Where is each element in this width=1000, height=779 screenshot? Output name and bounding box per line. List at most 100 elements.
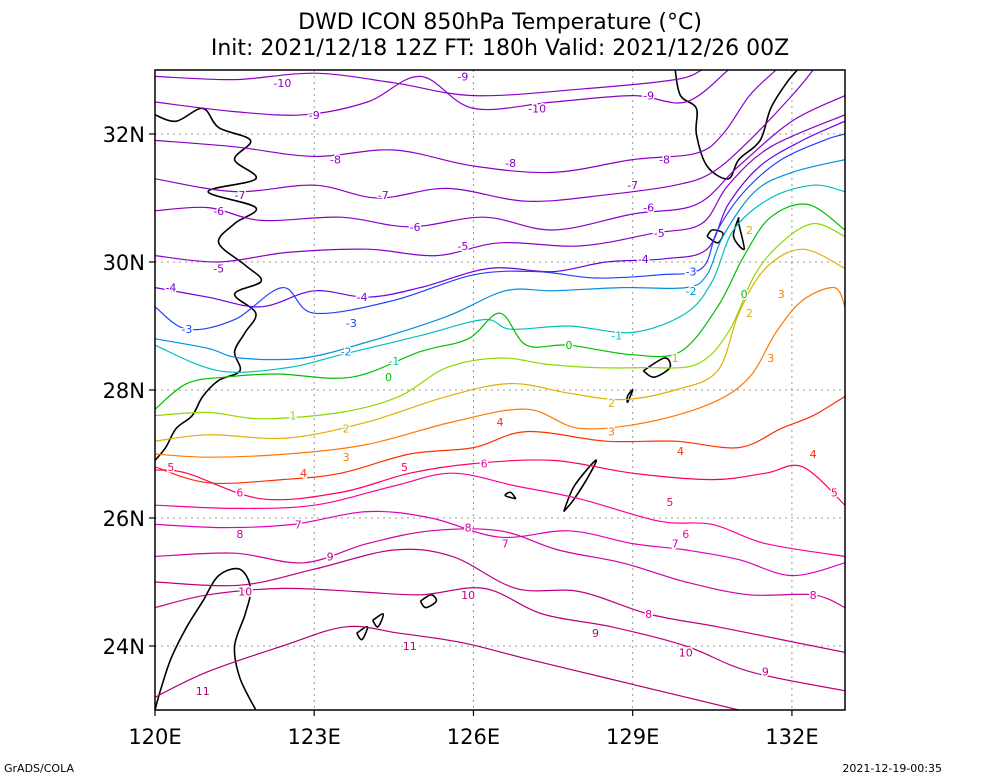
isotherm-line — [155, 587, 845, 692]
isotherm-label: -4 — [638, 253, 649, 266]
lon-tick-label: 126E — [447, 725, 500, 749]
axis-ticks: 120E 123E 126E 129E 132E 24N 26N 28N 30N 32N — [103, 123, 819, 749]
gridlines — [155, 70, 845, 710]
isotherm-label: 1 — [290, 410, 297, 423]
isotherm-label: 10 — [238, 586, 252, 599]
isotherm-line — [155, 286, 845, 458]
isotherm-label: -2 — [686, 285, 697, 298]
isotherm-label: -5 — [654, 227, 665, 240]
isotherm-label: -4 — [357, 291, 368, 304]
isotherm-line — [155, 70, 814, 202]
isotherm-label: 3 — [778, 288, 785, 301]
isotherm-line — [155, 159, 845, 361]
coastline — [155, 567, 257, 710]
lon-tick-label: 132E — [765, 725, 818, 749]
isotherm-line — [155, 528, 845, 609]
isotherm-line — [155, 548, 845, 653]
isotherm-label: 0 — [385, 371, 392, 384]
coastline — [419, 594, 438, 609]
isotherm-label: 9 — [327, 550, 334, 563]
isotherm-line — [155, 203, 845, 410]
isotherm-label: 4 — [677, 445, 684, 458]
isotherm-line — [155, 95, 845, 231]
isotherm-label: 3 — [343, 451, 350, 464]
isotherm-label: -7 — [627, 179, 638, 192]
isotherm-label: 2 — [608, 397, 615, 410]
generated-timestamp: 2021-12-19-00:35 — [842, 762, 942, 775]
coastlines — [155, 70, 798, 710]
lon-tick-label: 129E — [606, 725, 659, 749]
isotherm-label: -3 — [346, 317, 357, 330]
isotherm-line — [155, 459, 845, 506]
isotherm-label: 2 — [343, 422, 350, 435]
map-title: DWD ICON 850hPa Temperature (°C) — [298, 10, 702, 35]
isotherm-line — [155, 222, 845, 420]
software-credit: GrADS/COLA — [4, 762, 74, 775]
isotherm-label: 5 — [831, 486, 838, 499]
isotherm-label: -2 — [341, 346, 352, 359]
coastline — [155, 107, 263, 461]
isotherm-line — [155, 248, 845, 442]
lat-tick-label: 28N — [103, 379, 145, 403]
coastline — [674, 70, 798, 180]
isotherm-label: 11 — [196, 685, 210, 698]
isotherm-label: 4 — [300, 467, 307, 480]
lat-tick-label: 32N — [103, 123, 145, 147]
isotherm-line — [155, 395, 845, 485]
map-subtitle: Init: 2021/12/18 12Z FT: 180h Valid: 202… — [210, 36, 790, 61]
isotherm-label: 6 — [682, 528, 689, 541]
isotherm-label: -3 — [686, 266, 697, 279]
isotherm-line — [155, 133, 845, 331]
isotherm-label: 0 — [566, 339, 573, 352]
isotherm-label: 9 — [762, 666, 769, 679]
isotherm-line — [155, 625, 739, 710]
isotherm-label: 10 — [461, 589, 475, 602]
isotherm-label: 6 — [481, 458, 488, 471]
isotherm-line — [155, 70, 729, 116]
isotherm-label: 7 — [502, 538, 509, 551]
isotherm-label: -8 — [659, 154, 670, 167]
isotherm-label: 2 — [746, 224, 753, 237]
isotherm-label: 9 — [592, 627, 599, 640]
lat-tick-label: 26N — [103, 507, 145, 531]
coastline — [504, 491, 517, 500]
isotherm-label: 6 — [236, 486, 243, 499]
coastline — [706, 229, 724, 244]
lat-tick-label: 30N — [103, 251, 145, 275]
isotherm-label: 7 — [295, 518, 302, 531]
isotherm-label: 3 — [767, 352, 774, 365]
isotherm-label: -6 — [410, 221, 421, 234]
isotherm-label: 1 — [672, 352, 679, 365]
isotherm-label: -9 — [457, 70, 468, 83]
isotherm-line — [155, 114, 845, 263]
isotherm-label: -7 — [234, 189, 245, 202]
temperature-contours — [155, 70, 845, 710]
isotherm-label: 3 — [608, 426, 615, 439]
isotherm-label: 11 — [403, 640, 417, 653]
isotherm-label: -6 — [213, 205, 224, 218]
contour-labels: -10-10-9-9-9-8 -8 -8-7 -7-7-6-6-6-5-5-5-4-4… — [164, 70, 839, 699]
isotherm-label: 2 — [746, 307, 753, 320]
isotherm-label: 10 — [679, 646, 693, 659]
isotherm-label: 5 — [666, 496, 673, 509]
isotherm-label: -6 — [643, 202, 654, 215]
isotherm-label: 8 — [645, 608, 652, 621]
isotherm-label: 8 — [236, 528, 243, 541]
isotherm-label: -7 — [378, 189, 389, 202]
isotherm-label: 0 — [741, 288, 748, 301]
isotherm-line — [155, 70, 777, 174]
isotherm-label: -9 — [309, 109, 320, 122]
lat-tick-label: 24N — [103, 635, 145, 659]
coastline — [626, 389, 634, 404]
isotherm-label: -4 — [165, 282, 176, 295]
isotherm-label: -8 — [330, 154, 341, 167]
isotherm-label: 5 — [401, 461, 408, 474]
coastline — [562, 459, 598, 513]
isotherm-label: 8 — [465, 522, 472, 535]
isotherm-label: -1 — [611, 330, 622, 343]
isotherm-line — [155, 70, 702, 97]
coastline — [732, 216, 746, 251]
isotherm-line — [155, 472, 845, 557]
lon-tick-label: 123E — [288, 725, 341, 749]
isotherm-label: -5 — [213, 262, 224, 275]
